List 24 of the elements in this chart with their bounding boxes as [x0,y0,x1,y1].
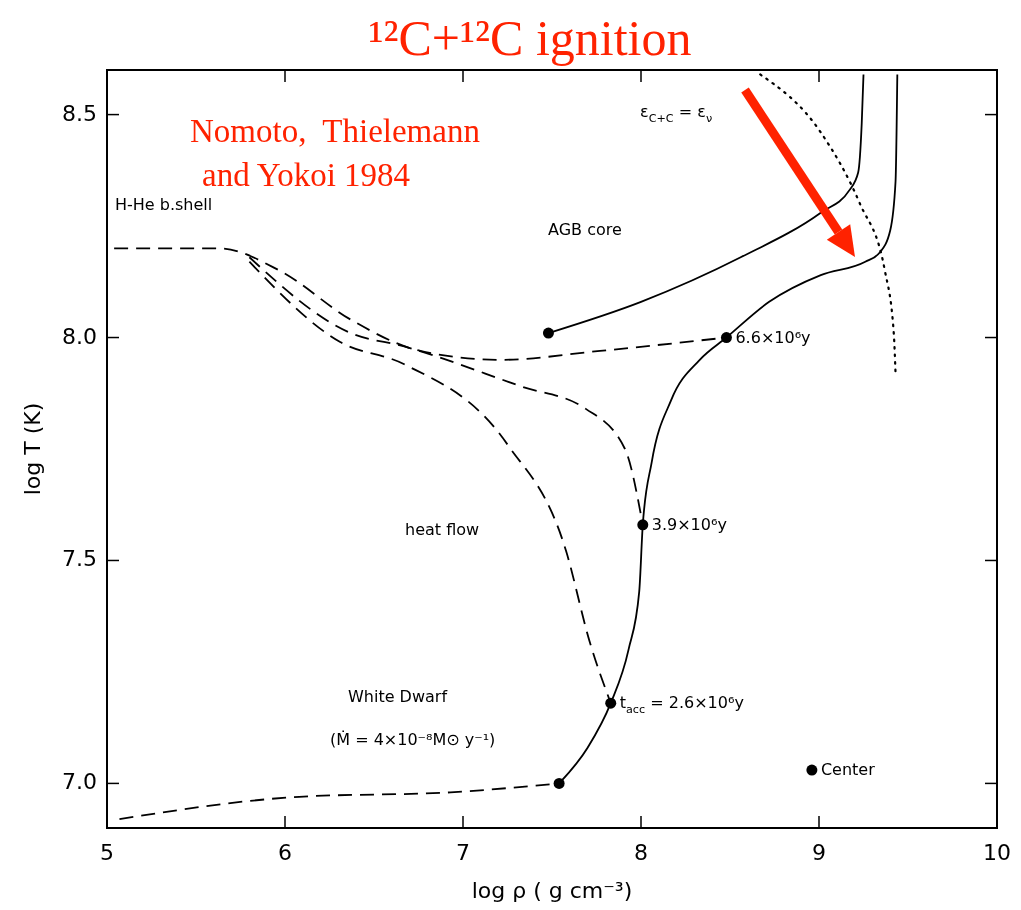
y-tick-label: 7.5 [62,546,97,572]
x-tick-label: 8 [634,840,648,865]
x-tick-label: 6 [278,840,292,865]
y-tick-label: 7.0 [62,769,97,795]
annotation: 3.9×10⁶y [651,514,727,534]
annotation: Center [820,759,876,779]
text: ¹²C+¹²C ignition [368,10,692,66]
y-axis-title: log T (K) [20,402,45,496]
x-tick-label: 7 [456,840,470,865]
x-tick-label: 5 [100,840,114,865]
y-tick-label: 8.5 [62,100,97,126]
annotation: 6.6×10⁶y [735,327,811,347]
y-tick-label: 8.0 [62,323,97,349]
annotation: heat flow [405,519,480,539]
annotation: Nomoto, Thielemann and Yokoi 1984 [190,113,480,193]
annotation: (Ṁ = 4×10⁻⁸M⊙ y⁻¹) [330,729,496,749]
annotation: AGB core [548,219,622,239]
annotation: White Dwarf [348,686,448,706]
annotation: ε$_{C+C}$ = ε$_{ν}$ [640,101,713,125]
x-tick-label: 10 [983,840,1011,865]
annotation: H-He b.shell [115,194,213,214]
x-tick-label: 9 [812,840,826,865]
annotation: t$_{acc}$ = 2.6×10⁶y [619,692,744,716]
x-axis-title: log ρ ( g cm⁻³) [471,878,633,903]
